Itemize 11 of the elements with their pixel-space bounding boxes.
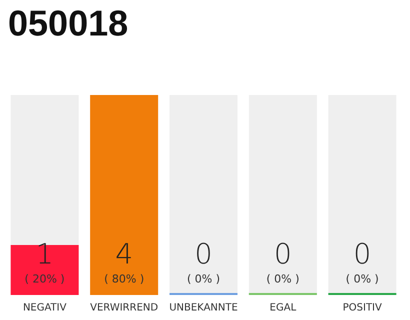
data-label: 0 ( 0% ) (346, 238, 379, 286)
x-tick-label: UNBEKANNTE (169, 302, 238, 314)
data-label: 0 ( 0% ) (186, 238, 220, 286)
data-label: 0 ( 0% ) (266, 238, 300, 286)
data-label: 1 ( 20% ) (24, 238, 65, 286)
x-tick-label: POSITIV (342, 302, 382, 314)
x-tick-label: VERWIRREND (90, 302, 158, 314)
data-label: 4 ( 80% ) (104, 238, 144, 286)
chart-title: 050018 (8, 2, 128, 44)
x-tick-label: EGAL (270, 302, 297, 314)
x-tick-label: NEGATIV (22, 302, 67, 314)
